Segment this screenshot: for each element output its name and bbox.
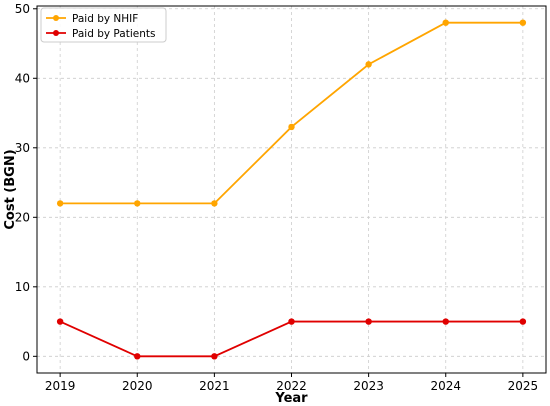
series-layer	[56, 19, 527, 360]
y-tick-label: 10	[15, 280, 30, 294]
y-tick-label: 30	[15, 141, 30, 155]
data-point	[56, 200, 64, 207]
data-point	[519, 318, 527, 325]
data-point	[134, 353, 141, 360]
x-axis: 2019 2020 2021 2022 2023 2024 2025	[45, 373, 538, 393]
y-axis-title: Cost (BGN)	[3, 149, 18, 229]
y-tick-label: 50	[15, 2, 30, 16]
data-point	[211, 200, 218, 207]
y-axis: 0 10 20 30 40 50	[15, 2, 37, 363]
y-tick-label: 40	[15, 71, 30, 85]
legend-swatch-marker	[53, 30, 59, 36]
data-point	[519, 19, 527, 26]
legend-label: Paid by NHIF	[72, 13, 138, 25]
legend-swatch-marker	[53, 15, 59, 21]
x-tick-label: 2025	[508, 379, 539, 393]
data-point	[134, 200, 141, 207]
x-tick-label: 2022	[276, 379, 307, 393]
data-point	[56, 318, 64, 325]
data-point	[365, 318, 372, 325]
y-tick-label: 0	[22, 349, 30, 363]
x-tick-label: 2020	[122, 379, 153, 393]
legend: Paid by NHIF Paid by Patients	[40, 7, 167, 43]
x-axis-title: Year	[274, 391, 308, 406]
data-point	[442, 318, 449, 325]
x-tick-label: 2024	[430, 379, 461, 393]
x-tick-label: 2021	[199, 379, 230, 393]
x-tick-label: 2023	[353, 379, 384, 393]
data-point	[211, 353, 218, 360]
y-tick-label: 20	[15, 210, 30, 224]
x-tick-label: 2019	[45, 379, 76, 393]
legend-label: Paid by Patients	[72, 28, 155, 40]
data-point	[442, 19, 449, 26]
legend-box	[40, 7, 167, 43]
data-point	[365, 61, 372, 68]
data-point	[288, 123, 295, 131]
data-point	[288, 318, 295, 325]
